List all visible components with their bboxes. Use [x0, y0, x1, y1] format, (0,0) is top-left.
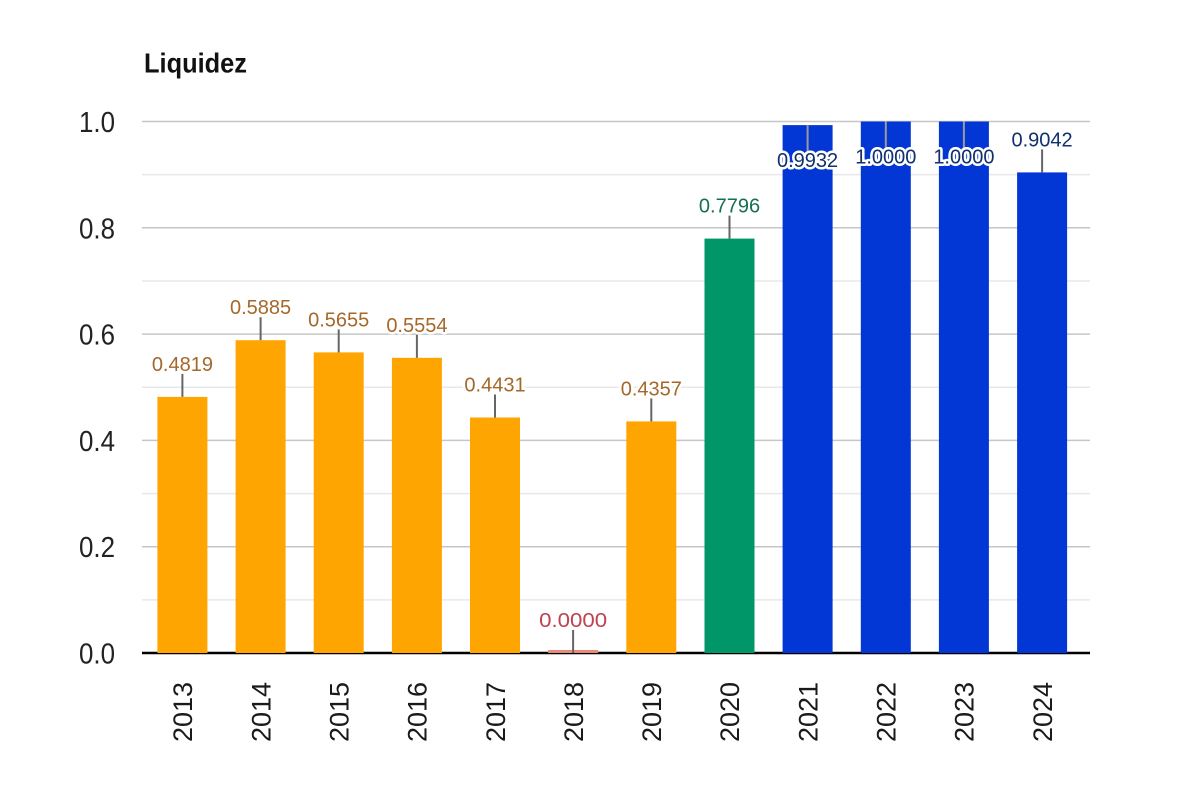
svg-text:2018: 2018 [559, 682, 589, 742]
svg-text:1.0000: 1.0000 [855, 147, 916, 169]
svg-text:0.9932: 0.9932 [777, 150, 838, 172]
svg-text:0.4: 0.4 [79, 426, 115, 458]
svg-text:2023: 2023 [950, 682, 980, 742]
svg-text:0.0000: 0.0000 [539, 610, 607, 632]
svg-text:2022: 2022 [872, 682, 902, 742]
svg-text:Liquidez: Liquidez [144, 48, 247, 79]
svg-text:0.8: 0.8 [79, 213, 115, 245]
svg-text:2021: 2021 [793, 682, 823, 742]
svg-text:0.7796: 0.7796 [699, 196, 760, 218]
svg-text:2014: 2014 [246, 682, 276, 742]
svg-text:0.5554: 0.5554 [386, 315, 447, 337]
svg-text:0.6: 0.6 [79, 320, 115, 352]
svg-text:0.4431: 0.4431 [464, 375, 525, 397]
svg-text:1.0: 1.0 [79, 107, 115, 139]
svg-text:1.0000: 1.0000 [933, 147, 994, 169]
svg-text:0.0: 0.0 [79, 639, 115, 671]
svg-text:2024: 2024 [1028, 682, 1058, 742]
svg-text:2020: 2020 [715, 682, 745, 742]
svg-text:0.5655: 0.5655 [308, 309, 369, 331]
svg-text:2019: 2019 [637, 682, 667, 742]
svg-text:2015: 2015 [325, 682, 355, 742]
svg-text:2016: 2016 [403, 682, 433, 742]
svg-text:2013: 2013 [168, 682, 198, 742]
svg-text:2017: 2017 [481, 682, 511, 742]
svg-text:0.4357: 0.4357 [621, 378, 682, 400]
svg-text:0.2: 0.2 [79, 532, 115, 564]
svg-text:0.4819: 0.4819 [152, 354, 213, 376]
svg-text:0.5885: 0.5885 [230, 297, 291, 319]
svg-text:0.9042: 0.9042 [1012, 129, 1073, 151]
